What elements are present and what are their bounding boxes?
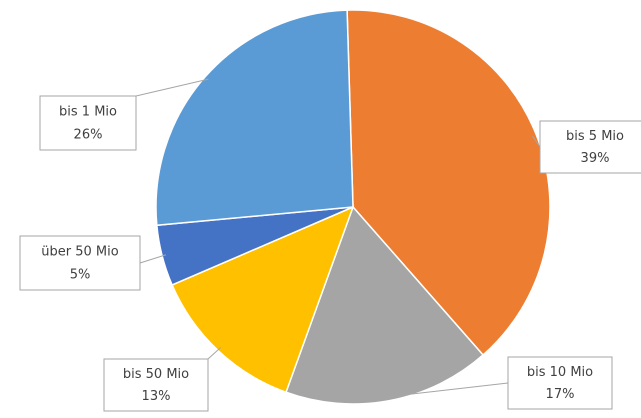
slice-label: über 50 Mio bbox=[41, 245, 118, 260]
label-box bbox=[539, 120, 641, 174]
slice-value: 26% bbox=[74, 127, 103, 142]
slice-value: 17% bbox=[546, 387, 575, 402]
leader-line bbox=[207, 347, 222, 360]
slice-label: bis 10 Mio bbox=[527, 365, 593, 380]
slice-value: 5% bbox=[70, 267, 91, 282]
label-box bbox=[507, 356, 613, 410]
label-box bbox=[19, 235, 141, 291]
pie-slice bbox=[346, 9, 551, 357]
label-box bbox=[39, 95, 137, 151]
slice-label: bis 50 Mio bbox=[123, 367, 189, 382]
leader-line bbox=[388, 382, 509, 398]
leader-line bbox=[532, 135, 541, 148]
leader-line bbox=[139, 254, 167, 264]
slice-value: 39% bbox=[581, 151, 610, 166]
leader-line bbox=[135, 78, 209, 97]
slice-label: bis 5 Mio bbox=[566, 129, 624, 144]
slice-label: bis 1 Mio bbox=[59, 105, 117, 120]
label-box bbox=[103, 358, 209, 412]
slice-value: 13% bbox=[142, 389, 171, 404]
pie-slice bbox=[155, 9, 354, 227]
